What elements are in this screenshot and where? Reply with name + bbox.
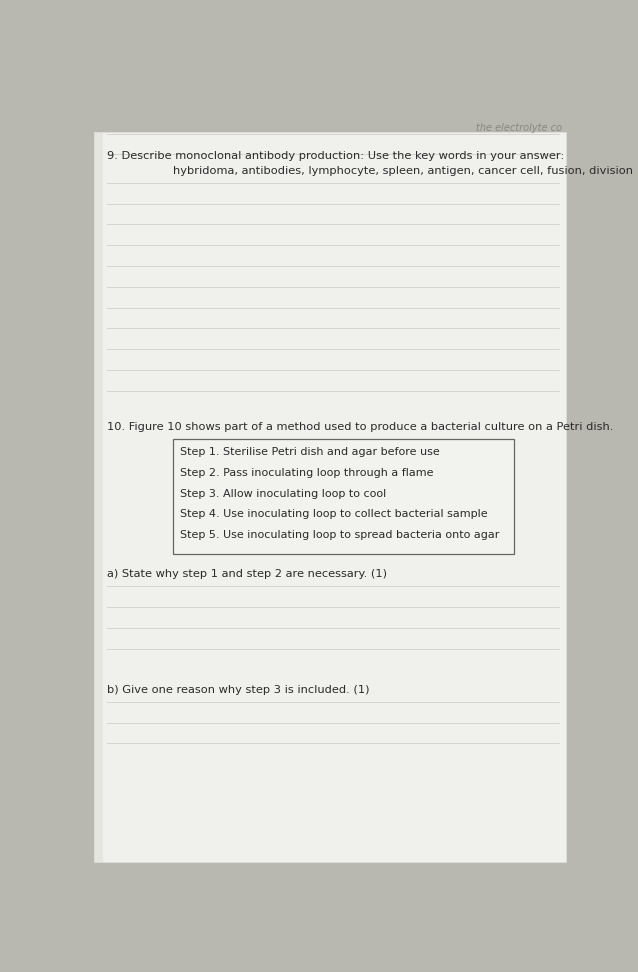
Text: 9. Describe monoclonal antibody production: Use the key words in your answer:: 9. Describe monoclonal antibody producti…	[107, 151, 564, 160]
Text: 10. Figure 10 shows part of a method used to produce a bacterial culture on a Pe: 10. Figure 10 shows part of a method use…	[107, 422, 613, 433]
Text: Step 5. Use inoculating loop to spread bacteria onto agar: Step 5. Use inoculating loop to spread b…	[181, 530, 500, 540]
Text: Step 3. Allow inoculating loop to cool: Step 3. Allow inoculating loop to cool	[181, 489, 387, 499]
Text: the electrolyte co: the electrolyte co	[476, 122, 562, 133]
Text: a) State why step 1 and step 2 are necessary. (1): a) State why step 1 and step 2 are neces…	[107, 570, 387, 579]
FancyBboxPatch shape	[173, 439, 514, 554]
Polygon shape	[94, 132, 103, 862]
Text: Step 2. Pass inoculating loop through a flame: Step 2. Pass inoculating loop through a …	[181, 468, 434, 478]
Polygon shape	[94, 132, 567, 862]
Text: b) Give one reason why step 3 is included. (1): b) Give one reason why step 3 is include…	[107, 685, 369, 695]
Text: Step 1. Sterilise Petri dish and agar before use: Step 1. Sterilise Petri dish and agar be…	[181, 447, 440, 457]
Text: Step 4. Use inoculating loop to collect bacterial sample: Step 4. Use inoculating loop to collect …	[181, 509, 488, 519]
Text: hybridoma, antibodies, lymphocyte, spleen, antigen, cancer cell, fusion, divisio: hybridoma, antibodies, lymphocyte, splee…	[173, 166, 633, 176]
